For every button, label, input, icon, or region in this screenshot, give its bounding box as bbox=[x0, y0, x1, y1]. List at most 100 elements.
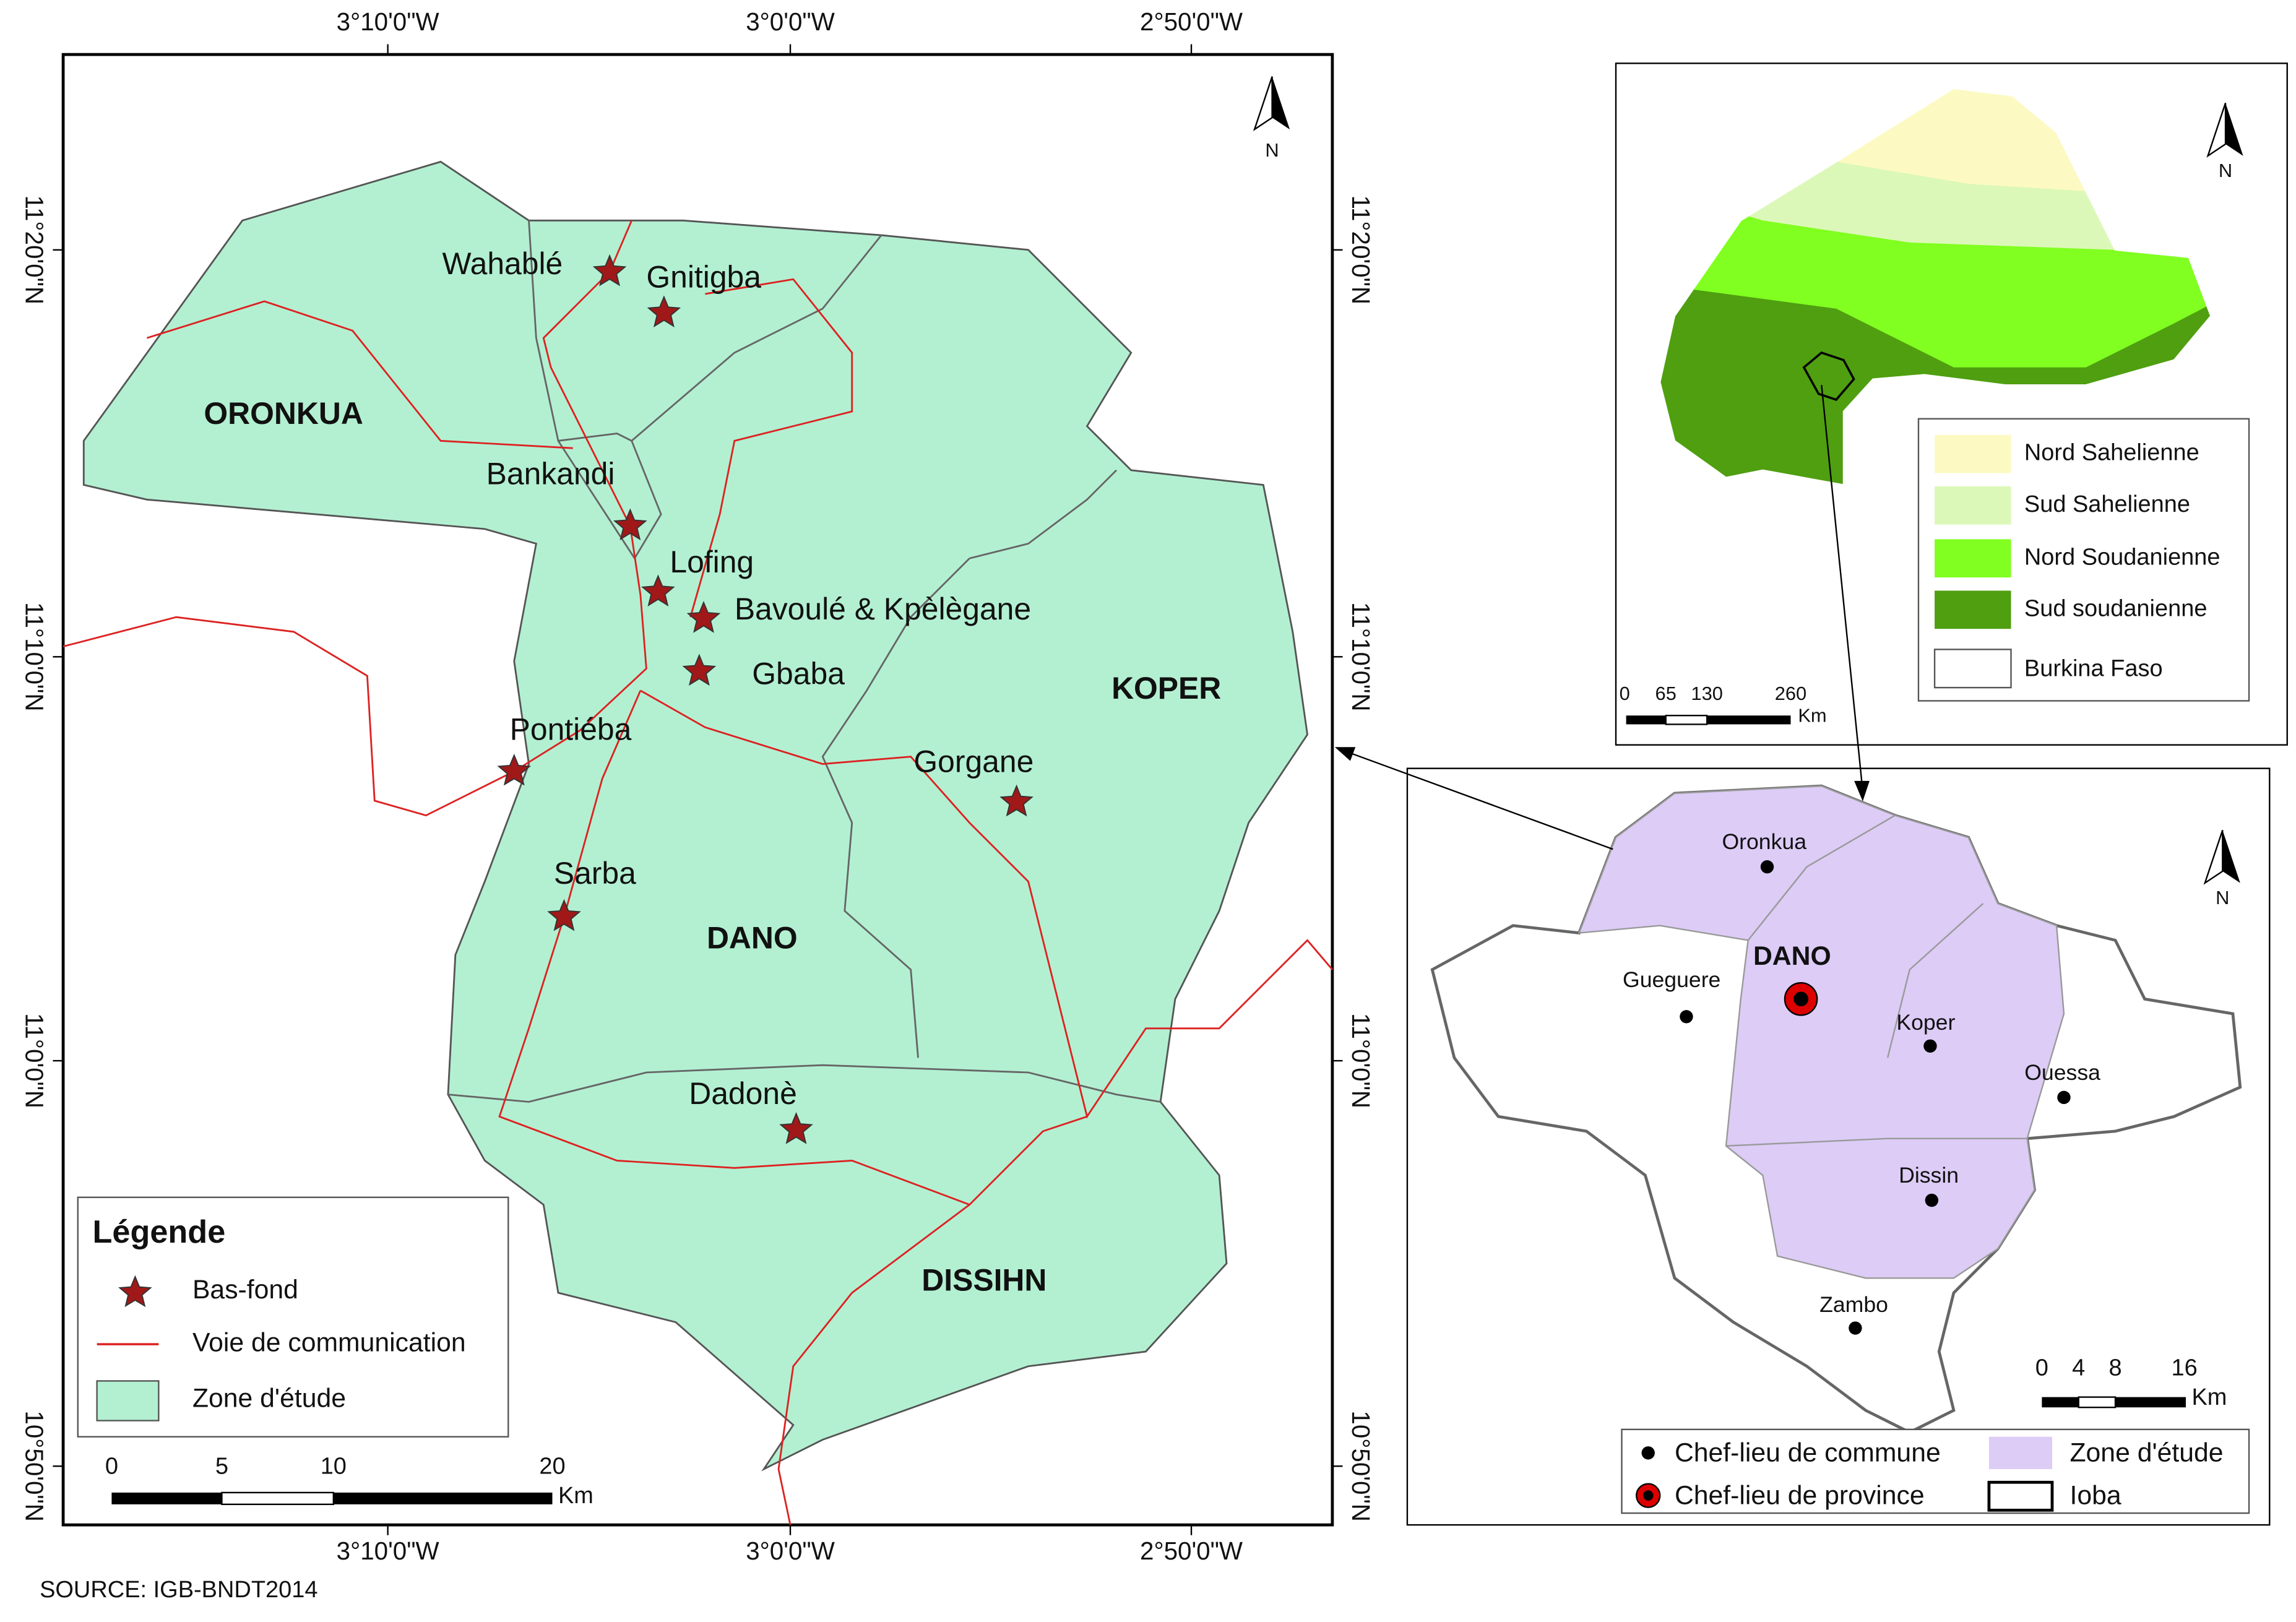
commune-boundaries bbox=[447, 220, 1161, 1103]
boundary bbox=[969, 469, 1117, 559]
commune-label: DISSIHN bbox=[921, 1263, 1047, 1298]
boundary bbox=[1725, 1137, 2027, 1147]
site-marker bbox=[641, 574, 675, 606]
legend-item: Sud Sahelienne bbox=[2024, 491, 2190, 517]
north-label: N bbox=[2216, 887, 2229, 908]
site-label: Dadonè bbox=[689, 1076, 797, 1111]
scale-label: 0 bbox=[2035, 1355, 2048, 1381]
scale-unit: Km bbox=[2191, 1384, 2227, 1410]
site-label: Bavoulé & Kpèlègane bbox=[735, 592, 1031, 626]
site-marker bbox=[592, 254, 627, 287]
town-label: DANO bbox=[1753, 941, 1831, 971]
lat-label: 11°0'0"N bbox=[1347, 1013, 1375, 1108]
site-label: Sarba bbox=[554, 856, 636, 891]
commune-label: DANO bbox=[707, 921, 798, 956]
site-marker bbox=[779, 1111, 813, 1144]
lat-label: 11°20'0"N bbox=[1347, 196, 1375, 304]
arrowhead bbox=[1854, 780, 1870, 801]
town-label: Oronkua bbox=[1722, 829, 1806, 854]
legend-item: Zone d'étude bbox=[2069, 1438, 2223, 1467]
scale-label: 65 bbox=[1655, 683, 1677, 704]
town-marker bbox=[1680, 1010, 1693, 1024]
legend-province-symbol bbox=[1642, 1490, 1654, 1501]
province-scale-bar bbox=[2042, 1396, 2186, 1408]
scale-label: 130 bbox=[1691, 683, 1722, 704]
boundary bbox=[1886, 903, 1984, 1058]
legend-box bbox=[1621, 1428, 2250, 1514]
legend-swatch bbox=[1935, 434, 2011, 473]
scale-segment bbox=[1707, 715, 1791, 725]
road bbox=[146, 300, 573, 449]
lat-label: 11°0'0"N bbox=[20, 1013, 49, 1108]
legend-swatch bbox=[1933, 649, 2012, 689]
scale-label: 0 bbox=[105, 1454, 118, 1480]
arrowhead bbox=[1334, 747, 1356, 761]
legend-swatch bbox=[1935, 486, 2011, 525]
legend-item: Burkina Faso bbox=[2024, 656, 2163, 682]
site-label: Gbaba bbox=[752, 656, 845, 691]
site-label: Gnitigba bbox=[646, 259, 761, 294]
scale-label: 260 bbox=[1775, 683, 1806, 704]
site-marker bbox=[686, 600, 721, 633]
lon-label: 3°0'0"W bbox=[746, 1537, 835, 1565]
lat-label: 11°10'0"N bbox=[20, 602, 49, 711]
study-zone-inset bbox=[1577, 785, 2065, 1279]
scale-segment bbox=[221, 1491, 335, 1506]
scale-label: 4 bbox=[2072, 1355, 2085, 1381]
boundary bbox=[821, 558, 970, 1058]
site-marker bbox=[682, 654, 717, 686]
scale-segment bbox=[2115, 1397, 2186, 1408]
country-outline bbox=[1659, 87, 2212, 486]
legend-item: Voie de communication bbox=[192, 1327, 466, 1357]
legend-item: Chef-lieu de province bbox=[1675, 1480, 1925, 1510]
site-marker bbox=[547, 899, 581, 931]
province-legend bbox=[1621, 1428, 2250, 1514]
site-label: Pontiéba bbox=[510, 712, 632, 746]
legend-site-symbol bbox=[118, 1275, 152, 1308]
scale-label: 0 bbox=[1620, 683, 1630, 704]
province-capital bbox=[1793, 991, 1808, 1007]
legend-item: Sud soudanienne bbox=[2024, 595, 2208, 621]
town-label: Dissin bbox=[1899, 1163, 1959, 1188]
town-label: Koper bbox=[1896, 1010, 1955, 1035]
scale-segment bbox=[333, 1492, 553, 1504]
town-label: Ouessa bbox=[2024, 1060, 2100, 1085]
scale-label: 16 bbox=[2171, 1355, 2197, 1381]
lon-label: 3°10'0"W bbox=[337, 7, 439, 36]
site-marker bbox=[647, 295, 681, 327]
connector bbox=[1344, 750, 1613, 850]
lon-label: 3°0'0"W bbox=[746, 7, 835, 36]
legend-item: Ioba bbox=[2069, 1480, 2121, 1510]
site-marker bbox=[497, 753, 532, 786]
main-scale-bar bbox=[111, 1491, 553, 1506]
commune-label: ORONKUA bbox=[204, 396, 363, 431]
country-scale-bar bbox=[1626, 715, 1791, 725]
country-legend bbox=[1917, 418, 2250, 702]
legend-item: Bas-fond bbox=[192, 1275, 298, 1305]
source: SOURCE: IGB-BNDT2014 bbox=[40, 1577, 317, 1603]
scale-label: 20 bbox=[539, 1454, 565, 1480]
inset-boundaries bbox=[1725, 814, 2027, 1147]
town-label: Zambo bbox=[1819, 1292, 1888, 1317]
legend-swatch bbox=[1935, 590, 2011, 629]
lat-label: 11°20'0"N bbox=[20, 196, 49, 304]
legend-zone-symbol bbox=[96, 1380, 160, 1421]
legend-swatch bbox=[1935, 539, 2011, 578]
town-label: Gueguere bbox=[1623, 967, 1720, 992]
boundary bbox=[528, 220, 883, 560]
road bbox=[63, 220, 647, 817]
main-legend bbox=[77, 1196, 509, 1438]
scale-label: 8 bbox=[2108, 1355, 2121, 1381]
scale-segment bbox=[2078, 1396, 2117, 1408]
site-marker bbox=[999, 784, 1034, 817]
town-marker bbox=[1760, 860, 1774, 874]
site-label: Wahablé bbox=[442, 246, 563, 281]
legend-item: Nord Sahelienne bbox=[2024, 440, 2199, 466]
site-marker bbox=[613, 508, 647, 541]
legend-item: Nord Soudanienne bbox=[2024, 544, 2220, 570]
lon-label: 3°10'0"W bbox=[337, 1537, 439, 1565]
lon-label: 2°50'0"W bbox=[1140, 1537, 1243, 1565]
scale-segment bbox=[2042, 1397, 2079, 1408]
road bbox=[640, 689, 1333, 1119]
